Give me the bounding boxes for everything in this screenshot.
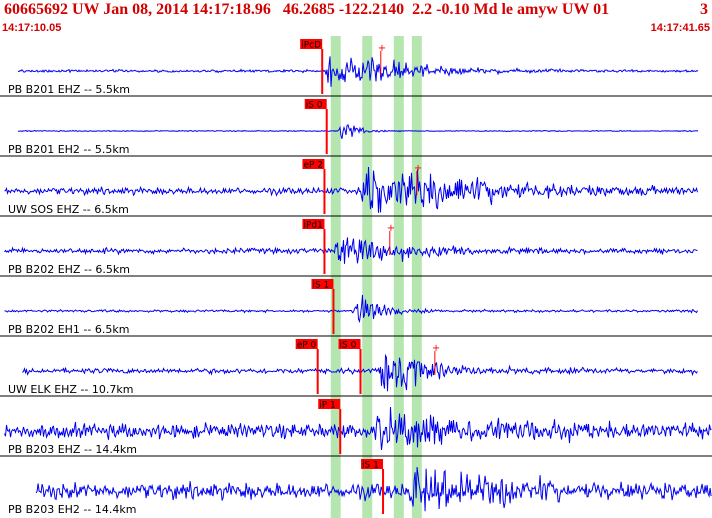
trace-label: PB B201 EHZ -- 5.5km: [8, 83, 130, 96]
event-header: 60665692 UW Jan 08, 2014 14:17:18.96 46.…: [0, 0, 712, 22]
trace-label: PB B202 EHZ -- 6.5km: [8, 263, 130, 276]
trace-label: PB B203 EHZ -- 14.4km: [8, 443, 137, 456]
pick-flag[interactable]: [311, 279, 334, 289]
pick-bands: [330, 36, 422, 518]
pick-flag[interactable]: [302, 159, 325, 169]
pick-flag[interactable]: [302, 219, 325, 229]
pick-flag[interactable]: [300, 39, 323, 49]
waveform-trace: [4, 406, 712, 451]
trace-label: UW ELK EHZ -- 10.7km: [8, 383, 133, 396]
coda-plus: +: [432, 343, 440, 354]
event-title-suffix: 3: [700, 1, 708, 18]
pick-label: iS 1: [362, 461, 379, 471]
trace-panel: iS 1 PB B202 EH1 -- 6.5km: [0, 275, 712, 336]
pick-band: [330, 36, 341, 518]
pick-flag[interactable]: [338, 339, 361, 349]
trace-panel: iS 1 PB B203 EH2 -- 14.4km: [0, 455, 712, 516]
pick-flag[interactable]: [295, 339, 318, 349]
pick-flag[interactable]: [361, 459, 384, 469]
trace-panel: eP 0 iS 0 + UW ELK EHZ -- 10.7km: [0, 335, 712, 396]
pick-label: iS 1: [312, 281, 329, 291]
trace-panel: iS 0 PB B201 EH2 -- 5.5km: [0, 95, 712, 156]
trace-label: PB B201 EH2 -- 5.5km: [8, 143, 129, 156]
pick-flag[interactable]: [304, 99, 327, 109]
pick-label: eP 0: [297, 341, 317, 351]
trace-panel: iPcD + PB B201 EHZ -- 5.5km: [8, 39, 699, 96]
pick-flag[interactable]: [318, 399, 341, 409]
trace-panel: iPd1 + PB B202 EHZ -- 6.5km: [0, 215, 712, 276]
waveform-trace: [4, 166, 698, 213]
window-start-time: 14:17:10.05: [2, 22, 62, 34]
coda-plus: +: [414, 163, 422, 174]
pick-band: [393, 36, 404, 518]
pick-band: [411, 36, 422, 518]
event-title: 60665692 UW Jan 08, 2014 14:17:18.96 46.…: [4, 1, 610, 18]
trace-label: PB B202 EH1 -- 6.5km: [8, 323, 129, 336]
waveform-trace: [17, 56, 699, 87]
pick-label: iS 0: [340, 341, 357, 351]
trace-label: UW SOS EHZ -- 6.5km: [8, 203, 129, 216]
pick-label: eP 2: [303, 161, 323, 171]
pick-label: iS 0: [306, 101, 323, 111]
waveform-trace: [17, 123, 699, 139]
waveform-trace: [35, 466, 712, 512]
pick-label: iPcD: [301, 41, 321, 51]
pick-label: iP 1: [319, 401, 336, 411]
trace-panels: iPcD + PB B201 EHZ -- 5.5km iS 0 PB B201 EH2…: [0, 39, 712, 516]
trace-label: PB B203 EH2 -- 14.4km: [8, 503, 136, 516]
trace-panel: iP 1 PB B203 EHZ -- 14.4km: [0, 395, 712, 456]
coda-plus: +: [378, 43, 386, 54]
waveform-trace: [4, 294, 698, 324]
trace-panel: eP 2 + UW SOS EHZ -- 6.5km: [0, 155, 712, 216]
seismogram-plot[interactable]: iPcD + PB B201 EHZ -- 5.5km iS 0 PB B201 EH2…: [0, 36, 712, 518]
pick-band: [362, 36, 373, 518]
waveform-trace: [4, 237, 698, 264]
coda-plus: +: [387, 223, 395, 234]
pick-label: iPd1: [303, 221, 322, 231]
window-end-time: 14:17:41.65: [650, 22, 710, 34]
